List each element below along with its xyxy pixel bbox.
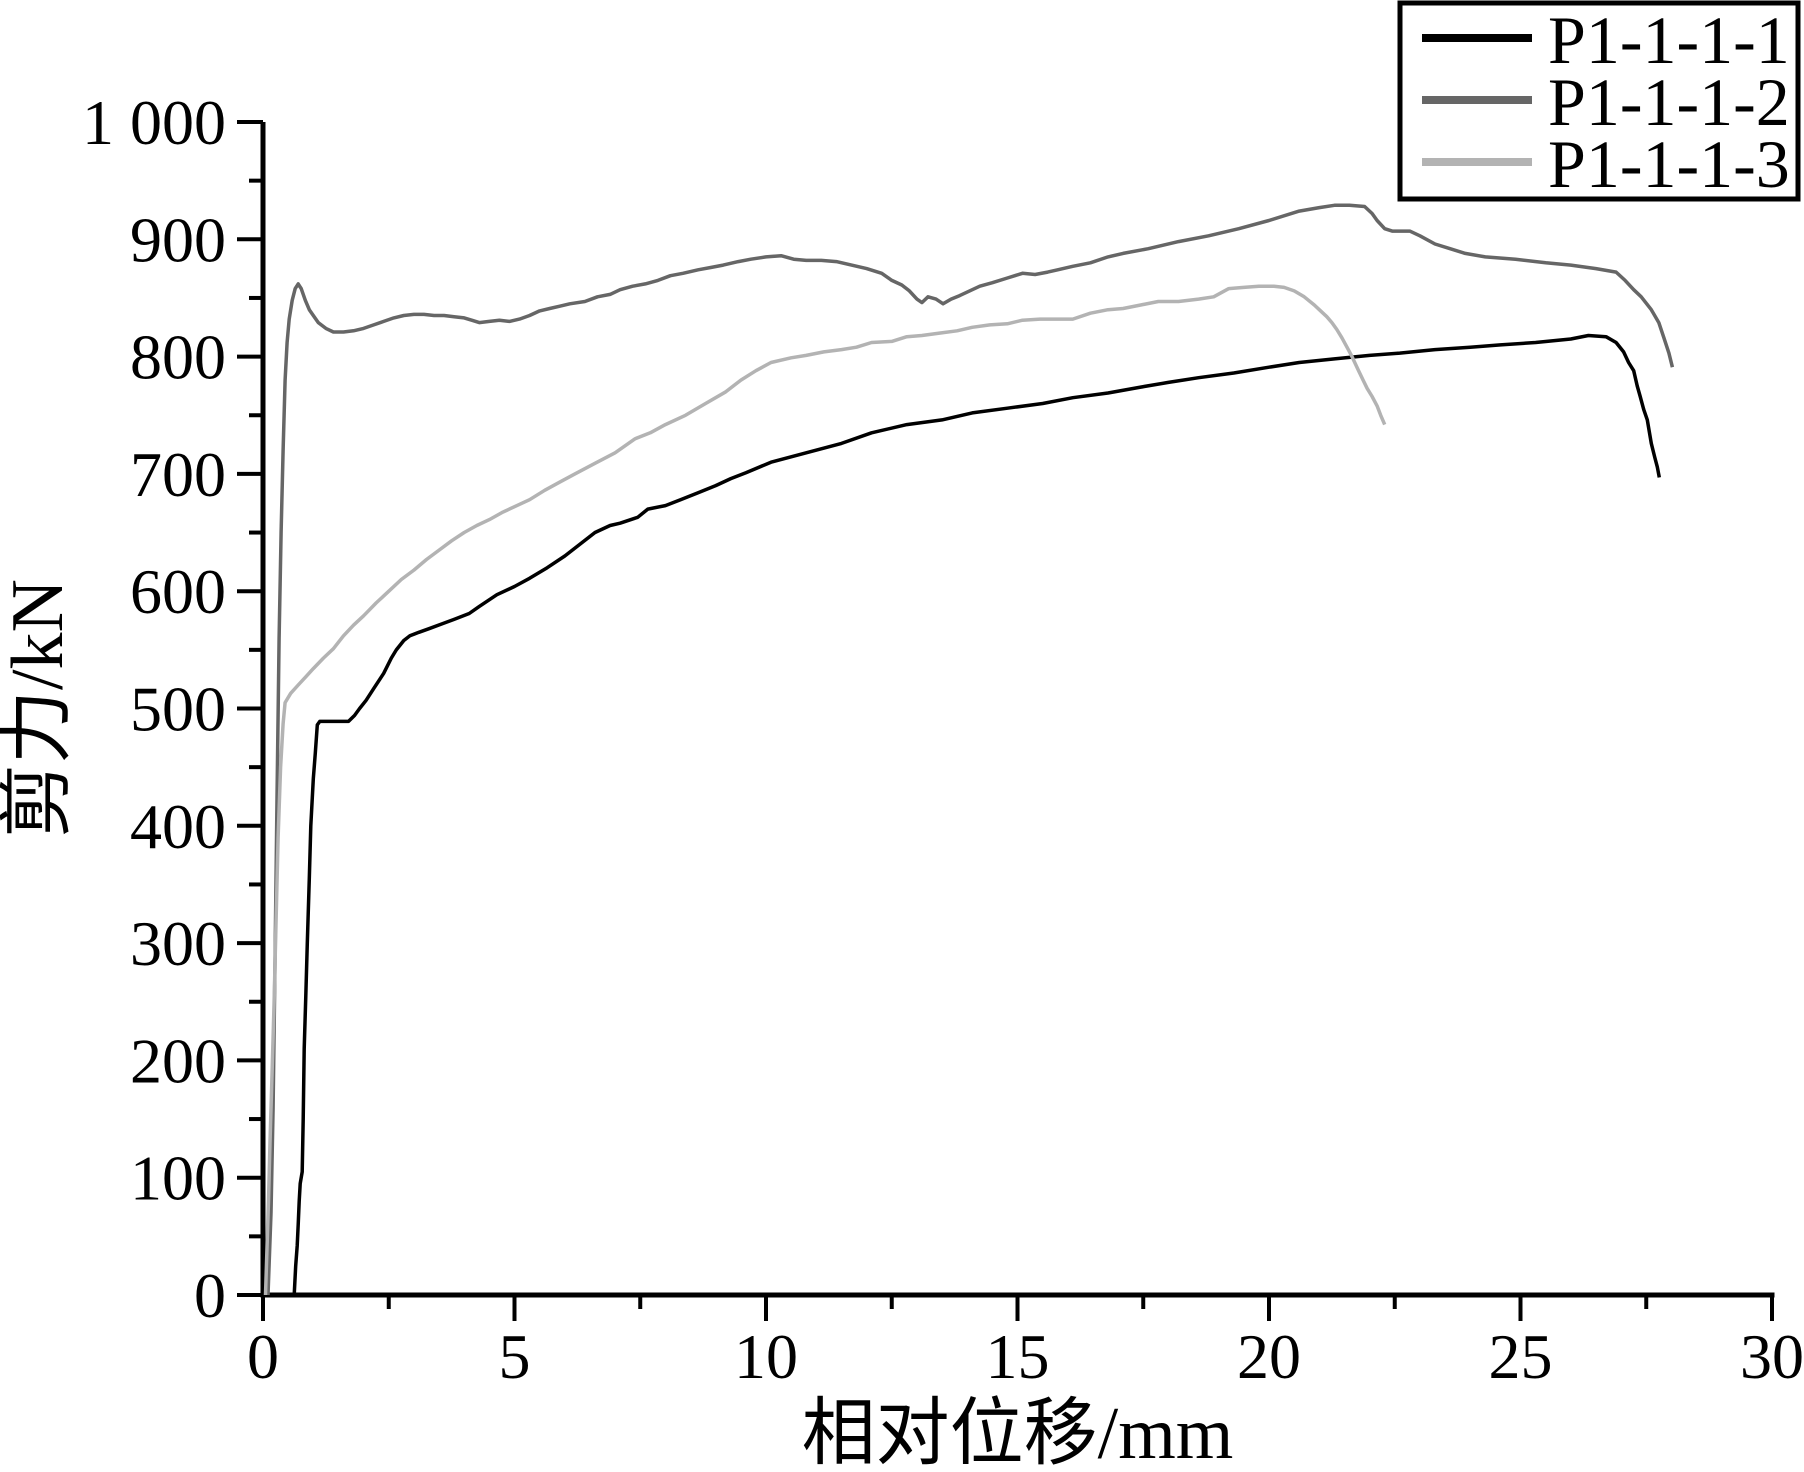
y-tick-label: 500	[130, 674, 226, 745]
y-tick-label: 300	[130, 908, 226, 979]
series-line-P1-1-1-3	[263, 284, 1387, 1296]
legend: P1-1-1-1P1-1-1-2P1-1-1-3	[1397, 0, 1801, 202]
y-tick-label: 400	[130, 791, 226, 862]
series-line-P1-1-1-2	[266, 203, 1675, 1296]
y-axis-title: 剪力/kN	[0, 579, 79, 838]
y-tick-label: 200	[130, 1025, 226, 1096]
x-tick-label: 15	[986, 1321, 1050, 1392]
x-tick-label: 20	[1237, 1321, 1301, 1392]
x-tick-label: 10	[734, 1321, 798, 1392]
y-tick-label: 600	[130, 556, 226, 627]
x-tick-label: 5	[499, 1321, 531, 1392]
legend-label-P1-1-1-1: P1-1-1-1	[1548, 2, 1790, 78]
y-tick-label: 0	[194, 1260, 226, 1331]
x-tick-label: 30	[1740, 1321, 1804, 1392]
x-tick-label: 0	[247, 1321, 279, 1392]
y-tick-label: 800	[130, 322, 226, 393]
y-tick-label: 700	[130, 439, 226, 510]
x-axis-title: 相对位移/mm	[802, 1393, 1234, 1472]
series-lines	[263, 203, 1675, 1296]
x-tick-label: 25	[1489, 1321, 1553, 1392]
legend-label-P1-1-1-2: P1-1-1-2	[1548, 64, 1790, 140]
y-tick-label: 1 000	[82, 87, 226, 158]
legend-label-P1-1-1-3: P1-1-1-3	[1548, 126, 1790, 202]
y-tick-label: 900	[130, 204, 226, 275]
axes: 0 5 10 15 20 25 300100200300400500600700800900…	[0, 87, 1804, 1472]
series-line-P1-1-1-1	[292, 333, 1662, 1296]
y-tick-label: 100	[130, 1143, 226, 1214]
